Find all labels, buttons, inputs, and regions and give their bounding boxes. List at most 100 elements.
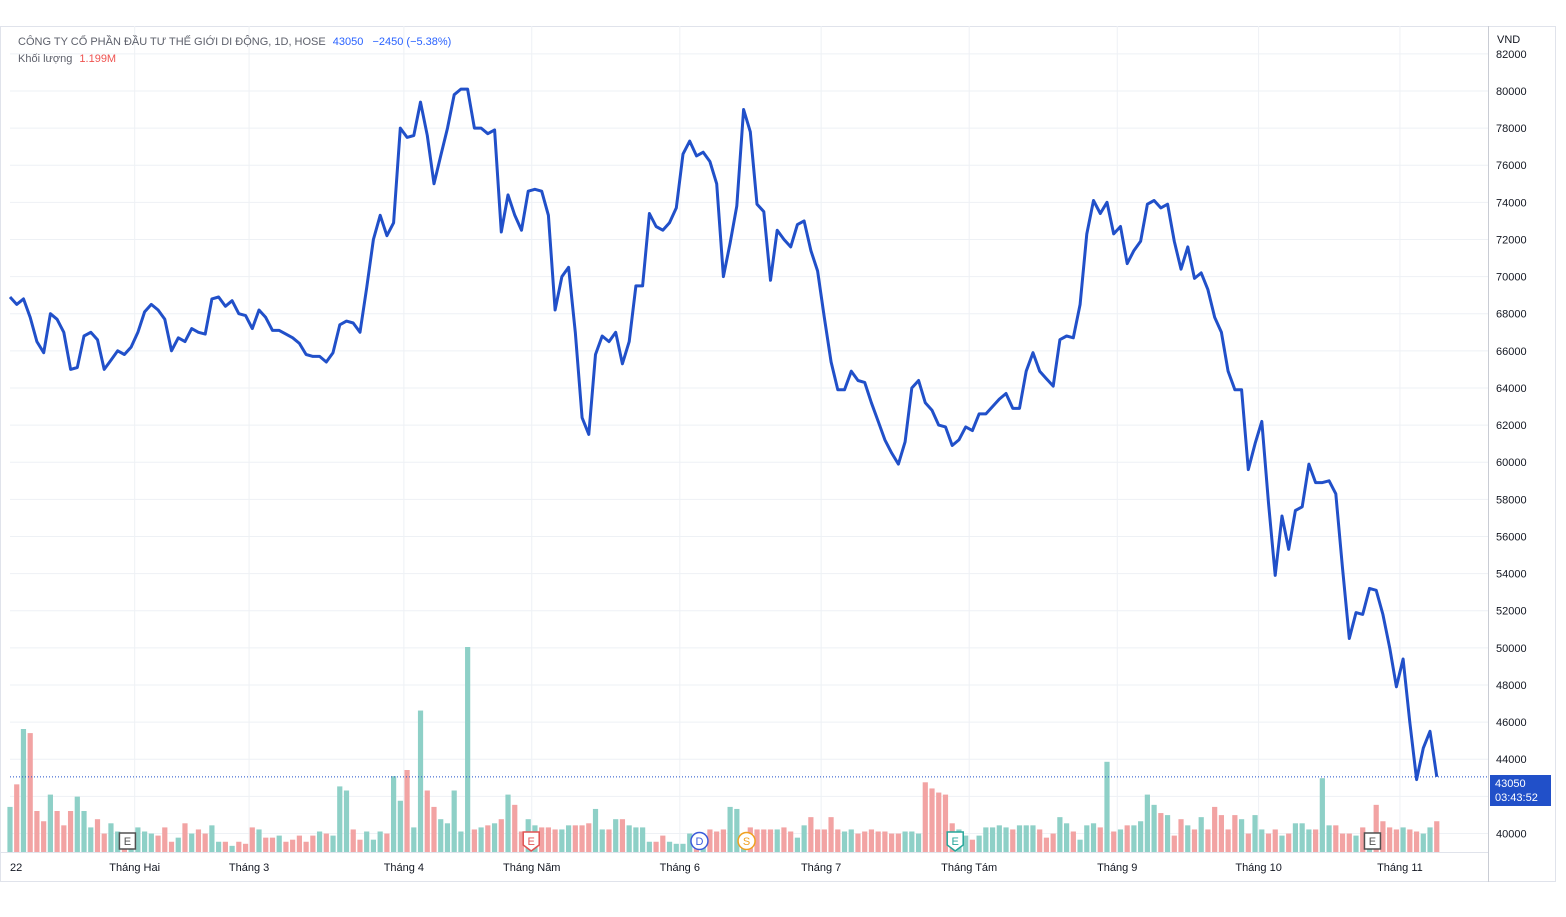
y-tick-label: 68000 — [1496, 309, 1527, 321]
volume-bar — [1313, 829, 1319, 852]
volume-bar — [337, 786, 343, 852]
volume-bar — [61, 825, 67, 852]
volume-bar — [411, 827, 417, 852]
volume-bar — [619, 819, 626, 852]
price-change: −2450 (−5.38%) — [372, 36, 452, 48]
volume-bar — [572, 825, 578, 852]
volume-bar — [1030, 825, 1036, 852]
volume-bar — [1138, 821, 1144, 852]
volume-bar — [1077, 839, 1083, 852]
volume-bar — [767, 829, 774, 852]
volume-bar — [1050, 833, 1056, 852]
volume-bar — [1245, 833, 1251, 852]
x-tick-label: Tháng 3 — [229, 862, 269, 874]
volume-bar — [909, 831, 915, 852]
volume-bar — [263, 837, 269, 852]
event-marker-label: E — [124, 836, 131, 848]
volume-bar — [1387, 827, 1393, 852]
volume-bar — [821, 829, 827, 852]
volume-bar — [720, 829, 726, 852]
volume-bar — [1198, 817, 1204, 852]
volume-bar — [155, 835, 161, 852]
volume-bar — [539, 827, 545, 852]
y-tick-label: 76000 — [1496, 160, 1527, 172]
volume-bar — [424, 790, 430, 852]
volume-bar — [1407, 829, 1413, 852]
volume-bar — [559, 829, 565, 852]
volume-bar — [74, 796, 80, 852]
volume-bar — [666, 841, 673, 852]
volume-bar — [761, 829, 767, 852]
volume-bar — [115, 831, 121, 852]
volume-bar — [1319, 778, 1325, 852]
volume-bar — [808, 817, 814, 852]
y-tick-label: 72000 — [1496, 234, 1527, 246]
event-marker-label: D — [695, 836, 703, 848]
volume-bar — [707, 829, 713, 852]
y-tick-label: 54000 — [1496, 569, 1527, 581]
volume-bar — [47, 794, 53, 852]
volume-bar — [862, 831, 868, 852]
volume-bar — [1111, 831, 1117, 852]
volume-bar — [983, 827, 989, 852]
volume-row: Khối lượng 1.199M — [18, 51, 451, 68]
volume-bar — [1238, 819, 1245, 852]
volume-bar — [518, 831, 525, 852]
volume-bar — [646, 841, 652, 852]
volume-bar — [848, 829, 854, 852]
volume-bar — [397, 800, 403, 852]
volume-value: 1.199M — [79, 53, 117, 65]
volume-label[interactable]: Khối lượng — [18, 53, 73, 65]
y-tick-label: 52000 — [1496, 606, 1527, 618]
volume-bar — [1299, 823, 1305, 852]
volume-bar — [94, 819, 101, 852]
volume-bar — [229, 845, 235, 852]
volume-bar — [216, 841, 222, 852]
volume-bar — [633, 827, 639, 852]
volume-bar — [41, 821, 47, 852]
volume-bar — [586, 823, 592, 852]
volume-bar — [417, 710, 424, 852]
volume-bar — [969, 839, 975, 852]
volume-bar — [1043, 837, 1050, 852]
volume-bar — [734, 808, 740, 852]
volume-bar — [1164, 815, 1171, 852]
event-marker-label: E — [952, 836, 959, 848]
volume-bar — [781, 827, 787, 852]
volume-bar — [343, 790, 350, 852]
volume-bar — [1117, 829, 1124, 852]
volume-bar — [290, 839, 296, 852]
volume-bar — [512, 804, 518, 852]
event-marker-earnings — [522, 831, 540, 852]
volume-bar — [330, 835, 336, 852]
volume-bar — [101, 833, 107, 852]
symbol-title[interactable]: CÔNG TY CỔ PHẦN ĐẦU TƯ THẾ GIỚI DI ĐỘNG,… — [18, 36, 326, 48]
volume-bar — [7, 806, 13, 852]
volume-bar — [1003, 827, 1009, 852]
price-tag-value: 43050 — [1495, 778, 1526, 790]
volume-bar — [67, 811, 74, 852]
y-tick-label: 46000 — [1496, 717, 1527, 729]
volume-bar — [491, 823, 498, 852]
volume-bar — [545, 827, 551, 852]
volume-bar — [108, 823, 114, 852]
volume-bar — [1225, 829, 1231, 852]
x-tick-label: Tháng 6 — [660, 862, 700, 874]
y-tick-label: 70000 — [1496, 272, 1527, 284]
volume-bar — [162, 827, 168, 852]
event-marker-earnings — [946, 831, 964, 852]
volume-bar — [142, 831, 148, 852]
volume-bar — [148, 833, 154, 852]
x-tick-label: Tháng Hai — [109, 862, 160, 874]
x-tick-label: Tháng 4 — [384, 862, 424, 874]
volume-bar — [1339, 833, 1346, 852]
volume-bar — [1090, 823, 1097, 852]
volume-bar — [444, 823, 451, 852]
volume-bar — [868, 829, 875, 852]
volume-bar — [1124, 825, 1130, 852]
volume-bar — [1413, 831, 1420, 852]
volume-bar — [81, 811, 87, 852]
volume-bar — [384, 833, 390, 852]
